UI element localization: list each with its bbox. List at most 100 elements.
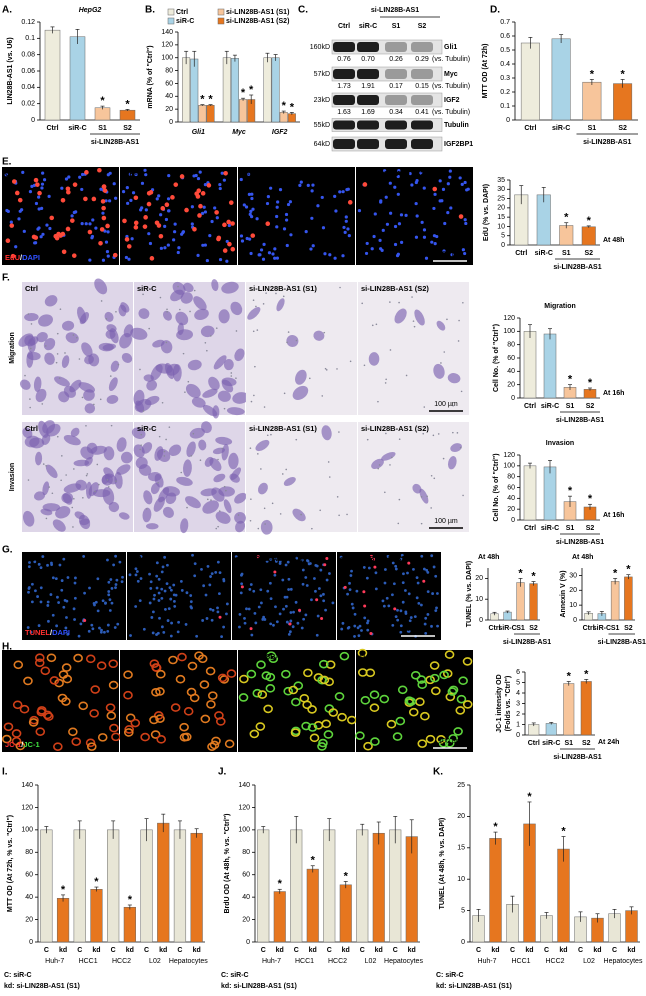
group-label: L02 xyxy=(583,958,595,965)
cell xyxy=(283,477,296,486)
nucleus xyxy=(127,257,131,261)
pore xyxy=(249,519,252,522)
nucleus xyxy=(210,219,214,224)
y-tick-label: 80 xyxy=(25,849,33,856)
nucleus xyxy=(316,614,320,618)
nucleus xyxy=(218,183,222,187)
pore xyxy=(311,527,313,530)
nucleus xyxy=(144,173,148,177)
pore xyxy=(41,403,44,405)
pore xyxy=(193,289,196,292)
nucleus xyxy=(322,599,326,603)
cell xyxy=(46,423,61,437)
jc-cell xyxy=(68,727,78,737)
blot-band xyxy=(385,120,407,130)
edu-cell xyxy=(200,191,206,196)
nucleus xyxy=(46,600,50,604)
nucleus xyxy=(292,610,295,614)
y-tick-label: 0.3 xyxy=(500,75,510,82)
nucleus xyxy=(158,616,161,620)
cell xyxy=(193,296,207,311)
nucleus xyxy=(382,169,387,173)
nucleus xyxy=(134,605,138,608)
y-tick-label: 5 xyxy=(461,907,465,914)
edu-cell xyxy=(192,227,197,232)
micrograph xyxy=(120,650,237,752)
pore xyxy=(459,446,462,449)
bar xyxy=(306,868,319,943)
nucleus xyxy=(347,233,351,238)
group-label: Hepatocytes xyxy=(384,958,423,965)
nucleus xyxy=(424,632,428,635)
edu-cell xyxy=(11,179,17,184)
bar xyxy=(69,36,86,121)
nucleus xyxy=(400,553,404,557)
significance: * xyxy=(564,212,569,224)
jc-cell xyxy=(462,700,473,709)
jc-cell xyxy=(303,668,313,678)
pore xyxy=(398,438,401,441)
nucleus xyxy=(350,569,353,573)
jc-cell xyxy=(156,669,166,679)
nucleus xyxy=(163,555,167,559)
pore xyxy=(423,406,426,408)
nucleus xyxy=(353,635,356,638)
jc-cell xyxy=(97,733,108,742)
jc-cell xyxy=(255,722,266,731)
jc-cell xyxy=(417,739,428,748)
x-tick-label: kd xyxy=(159,947,167,954)
jc-cell xyxy=(73,653,83,663)
group-label: HCC1 xyxy=(511,958,530,965)
nucleus xyxy=(58,563,62,567)
scale-label: 100 µm xyxy=(434,401,458,408)
cell xyxy=(202,404,218,417)
pore xyxy=(433,477,436,480)
edu-cell xyxy=(97,167,102,173)
nucleus xyxy=(310,189,314,193)
nucleus xyxy=(257,605,261,609)
pore xyxy=(260,468,262,470)
nucleus xyxy=(289,587,293,591)
nucleus xyxy=(196,176,201,181)
nucleus xyxy=(422,186,426,190)
jc-cell xyxy=(334,692,345,701)
pore xyxy=(338,514,340,517)
y-tick-label: 0 xyxy=(169,119,173,126)
nucleus xyxy=(379,199,383,203)
nucleus xyxy=(463,251,467,256)
bar xyxy=(540,915,553,943)
nucleus xyxy=(163,589,167,593)
jc-cell xyxy=(386,719,397,729)
cell xyxy=(168,444,182,457)
nucleus xyxy=(284,563,288,567)
nucleus xyxy=(73,596,77,600)
nucleus xyxy=(33,560,37,564)
jc-cell xyxy=(290,728,301,737)
pore xyxy=(64,352,66,354)
nucleus xyxy=(105,250,110,254)
nucleus xyxy=(142,627,146,631)
nucleus xyxy=(319,568,323,572)
nucleus xyxy=(389,211,393,215)
nucleus xyxy=(66,576,70,579)
blot-band xyxy=(333,120,355,130)
cell xyxy=(61,492,74,504)
pore xyxy=(230,375,233,377)
nucleus xyxy=(289,619,293,623)
y-tick-label: 0.08 xyxy=(21,52,35,59)
blot-quant: 0.41 xyxy=(415,109,429,116)
jc-cell xyxy=(417,680,428,690)
nucleus xyxy=(399,213,404,217)
y-tick-label: 80 xyxy=(165,67,173,74)
nucleus xyxy=(201,619,205,622)
edu-cell xyxy=(133,195,139,201)
nucleus xyxy=(191,553,194,557)
cell xyxy=(368,352,380,366)
nucleus xyxy=(393,242,398,247)
y-tick-label: 4 xyxy=(516,690,520,697)
footnote: kd: si-LIN28B-AS1 (S1) xyxy=(436,983,512,990)
nucleus xyxy=(385,222,390,226)
group-label: si-LIN28B-AS1 xyxy=(553,264,601,271)
pore xyxy=(109,375,112,377)
y-tick-label: 0 xyxy=(461,939,465,946)
